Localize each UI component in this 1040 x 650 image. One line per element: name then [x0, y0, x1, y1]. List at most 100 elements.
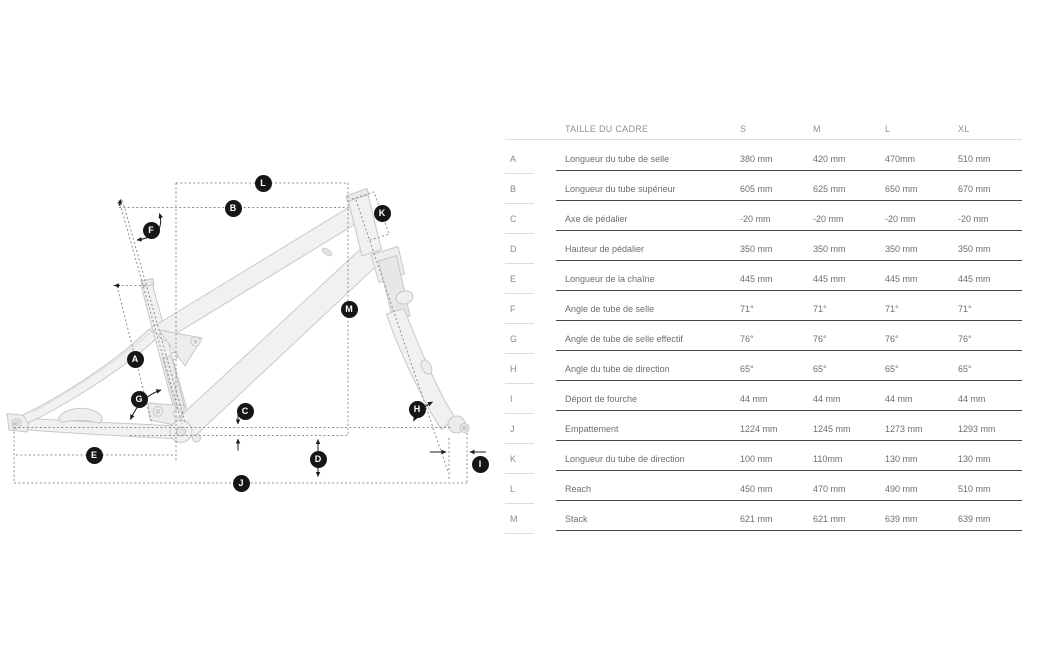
value-xl: 76°: [958, 334, 972, 344]
row-label: Angle du tube de direction: [565, 364, 670, 374]
marker-d: D: [309, 450, 327, 468]
value-xl: 670 mm: [958, 184, 991, 194]
frame-size-table: TAILLE DU CADRE S M L XL A Longueur du t…: [505, 114, 1022, 534]
marker-g: G: [130, 390, 148, 408]
value-xl: 65°: [958, 364, 972, 374]
row-label: Stack: [565, 514, 588, 524]
marker-m: M: [340, 300, 358, 318]
table-row: G Angle de tube de selle effectif 76° 76…: [505, 324, 1022, 354]
row-letter: A: [510, 154, 517, 164]
row-letter: G: [510, 334, 518, 344]
table-row: D Hauteur de pédalier 350 mm 350 mm 350 …: [505, 234, 1022, 264]
marker-k: K: [373, 204, 391, 222]
value-s: 621 mm: [740, 514, 773, 524]
value-l: 1273 mm: [885, 424, 923, 434]
value-m: 625 mm: [813, 184, 846, 194]
header-col-m: M: [813, 124, 821, 134]
row-label: Longueur du tube de selle: [565, 154, 670, 164]
value-m: 350 mm: [813, 244, 846, 254]
value-s: 445 mm: [740, 274, 773, 284]
value-m: 71°: [813, 304, 827, 314]
value-s: 380 mm: [740, 154, 773, 164]
value-s: 100 mm: [740, 454, 773, 464]
value-l: 71°: [885, 304, 899, 314]
row-letter: I: [510, 394, 513, 404]
table-row: B Longueur du tube supérieur 605 mm 625 …: [505, 174, 1022, 204]
value-s: -20 mm: [740, 214, 771, 224]
row-label: Longueur du tube supérieur: [565, 184, 676, 194]
value-xl: 639 mm: [958, 514, 991, 524]
header-col-xl: XL: [958, 124, 970, 134]
value-s: 71°: [740, 304, 754, 314]
table-row: A Longueur du tube de selle 380 mm 420 m…: [505, 144, 1022, 174]
value-m: 445 mm: [813, 274, 846, 284]
marker-f: F: [142, 221, 160, 239]
value-s: 450 mm: [740, 484, 773, 494]
bike-geometry-diagram: A B C D E F G H I J K L M: [0, 0, 510, 650]
value-m: 110mm: [813, 454, 843, 464]
value-xl: 445 mm: [958, 274, 991, 284]
row-letter: D: [510, 244, 517, 254]
value-m: 420 mm: [813, 154, 846, 164]
value-l: 130 mm: [885, 454, 918, 464]
row-label: Longueur du tube de direction: [565, 454, 685, 464]
value-m: 76°: [813, 334, 827, 344]
value-m: 65°: [813, 364, 827, 374]
value-m: 44 mm: [813, 394, 841, 404]
row-letter: H: [510, 364, 517, 374]
value-l: 65°: [885, 364, 899, 374]
value-xl: 71°: [958, 304, 972, 314]
value-s: 350 mm: [740, 244, 773, 254]
marker-a: A: [126, 350, 144, 368]
row-letter: B: [510, 184, 517, 194]
value-s: 76°: [740, 334, 754, 344]
value-xl: 44 mm: [958, 394, 986, 404]
row-letter: E: [510, 274, 517, 284]
value-l: 44 mm: [885, 394, 913, 404]
row-letter: F: [510, 304, 516, 314]
marker-b: B: [224, 199, 242, 217]
value-l: 350 mm: [885, 244, 918, 254]
row-letter: C: [510, 214, 517, 224]
value-xl: 1293 mm: [958, 424, 996, 434]
row-label: Déport de fourche: [565, 394, 638, 404]
value-l: 76°: [885, 334, 899, 344]
value-m: 1245 mm: [813, 424, 851, 434]
value-xl: -20 mm: [958, 214, 989, 224]
row-letter: K: [510, 454, 517, 464]
marker-c: C: [236, 402, 254, 420]
value-xl: 350 mm: [958, 244, 991, 254]
table-row: F Angle de tube de selle 71° 71° 71° 71°: [505, 294, 1022, 324]
marker-j: J: [232, 474, 250, 492]
value-s: 65°: [740, 364, 754, 374]
row-label: Empattement: [565, 424, 619, 434]
value-l: 639 mm: [885, 514, 918, 524]
marker-l: L: [254, 174, 272, 192]
marker-i: I: [471, 455, 489, 473]
table-row: I Déport de fourche 44 mm 44 mm 44 mm 44…: [505, 384, 1022, 414]
row-label: Reach: [565, 484, 592, 494]
table-row: M Stack 621 mm 621 mm 639 mm 639 mm: [505, 504, 1022, 534]
value-xl: 510 mm: [958, 154, 991, 164]
value-s: 605 mm: [740, 184, 773, 194]
value-m: 470 mm: [813, 484, 846, 494]
header-size-label: TAILLE DU CADRE: [565, 124, 649, 134]
bike-frame-illustration: [6, 182, 486, 484]
value-l: 470mm: [885, 154, 916, 164]
table-row: E Longueur de la chaîne 445 mm 445 mm 44…: [505, 264, 1022, 294]
table-row: L Reach 450 mm 470 mm 490 mm 510 mm: [505, 474, 1022, 504]
value-xl: 510 mm: [958, 484, 991, 494]
table-row: H Angle du tube de direction 65° 65° 65°…: [505, 354, 1022, 384]
value-l: 445 mm: [885, 274, 918, 284]
value-l: 650 mm: [885, 184, 918, 194]
value-m: 621 mm: [813, 514, 846, 524]
value-s: 44 mm: [740, 394, 768, 404]
value-m: -20 mm: [813, 214, 844, 224]
row-label: Longueur de la chaîne: [565, 274, 655, 284]
marker-h: H: [408, 400, 426, 418]
row-letter: J: [510, 424, 515, 434]
table-header-row: TAILLE DU CADRE S M L XL: [505, 114, 1022, 144]
marker-e: E: [85, 446, 103, 464]
row-label: Axe de pédalier: [565, 214, 628, 224]
